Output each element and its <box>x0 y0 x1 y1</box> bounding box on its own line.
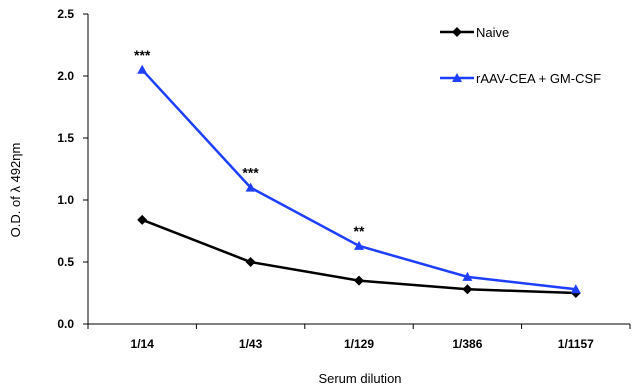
legend-marker-diamond <box>452 27 462 37</box>
data-point-diamond <box>245 257 256 267</box>
x-tick-label: 1/129 <box>344 337 374 351</box>
data-point-diamond <box>354 275 364 286</box>
x-axis: 1/14 1/43 1/129 1/386 1/1157 <box>87 323 631 351</box>
legend-label: rAAV-CEA + GM-CSF <box>476 71 601 86</box>
y-tick-label: 2.0 <box>57 69 74 83</box>
significance-label: *** <box>134 47 151 63</box>
legend: Naive rAAV-CEA + GM-CSF <box>440 25 601 86</box>
data-point-diamond <box>462 284 473 295</box>
data-point-triangle <box>354 240 364 250</box>
y-tick-label: 1.5 <box>57 131 74 145</box>
y-axis: 0.0 0.5 1.0 1.5 2.0 2.5 <box>57 7 89 331</box>
legend-marker-triangle <box>452 73 462 82</box>
x-axis-label: Serum dilution <box>318 371 401 386</box>
y-tick-label: 1.0 <box>57 193 74 207</box>
y-ticks: 0.0 0.5 1.0 1.5 2.0 2.5 <box>57 7 88 331</box>
data-point-triangle <box>245 182 256 192</box>
y-tick-label: 2.5 <box>57 7 74 21</box>
x-tick-label: 1/1157 <box>558 337 594 351</box>
significance-label: ** <box>354 223 365 239</box>
annotations: ******** <box>134 47 365 239</box>
data-point-triangle <box>570 284 581 294</box>
legend-label: Naive <box>476 25 509 40</box>
x-tick-label: 1/43 <box>239 337 263 351</box>
data-point-triangle <box>137 64 148 74</box>
y-axis-label: O.D. of λ 492ηm <box>8 143 23 238</box>
legend-entry: rAAV-CEA + GM-CSF <box>440 71 601 86</box>
series-layer <box>137 64 581 298</box>
data-point-diamond <box>137 214 148 225</box>
series-line <box>141 68 576 291</box>
series-raav-cea-gm-csf <box>137 64 581 294</box>
x-tick-label: 1/386 <box>452 337 482 351</box>
legend-entry: Naive <box>440 25 509 40</box>
y-tick-label: 0.5 <box>57 255 74 269</box>
y-tick-label: 0.0 <box>57 317 74 331</box>
x-tick-label: 1/14 <box>131 337 155 351</box>
data-point-triangle <box>462 271 473 281</box>
x-ticks: 1/14 1/43 1/129 1/386 1/1157 <box>87 324 631 351</box>
significance-label: *** <box>242 165 259 181</box>
